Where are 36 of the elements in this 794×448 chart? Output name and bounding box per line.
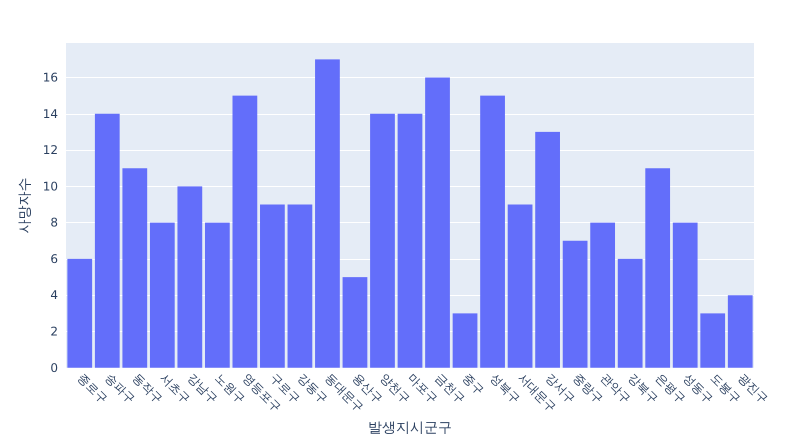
bar: [645, 168, 670, 368]
y-tick-label: 14: [42, 106, 58, 121]
y-tick-label: 2: [50, 324, 58, 339]
bar: [618, 258, 643, 368]
bar: [535, 132, 560, 368]
y-tick-label: 4: [50, 288, 58, 302]
bar: [452, 313, 478, 368]
bar: [700, 313, 726, 368]
bar: [177, 186, 202, 368]
y-tick-label: 0: [50, 360, 58, 375]
y-tick-label: 12: [42, 143, 58, 158]
y-tick-label: 16: [42, 70, 58, 84]
bar: [94, 114, 120, 368]
y-axis-title: 사망자수: [16, 177, 33, 234]
bar: [425, 77, 450, 368]
bar: [122, 168, 148, 368]
bar: [370, 114, 395, 368]
bar: [288, 204, 312, 368]
bar: [342, 277, 368, 368]
bar: [480, 96, 505, 368]
y-tick-label: 8: [50, 216, 58, 230]
bar: [398, 114, 422, 368]
bar: [260, 204, 285, 368]
bar: [562, 240, 588, 368]
bar: [150, 222, 175, 368]
bar: [67, 258, 92, 368]
y-tick-label: 6: [50, 252, 58, 266]
bar: [232, 96, 258, 368]
bar: [728, 295, 753, 368]
bar: [315, 59, 340, 368]
y-tick-label: 10: [42, 179, 58, 194]
x-axis-title: 발생지시군구: [368, 420, 452, 436]
bar: [508, 204, 532, 368]
bar: [204, 222, 230, 368]
bar: [672, 222, 698, 368]
bar: [590, 222, 616, 368]
